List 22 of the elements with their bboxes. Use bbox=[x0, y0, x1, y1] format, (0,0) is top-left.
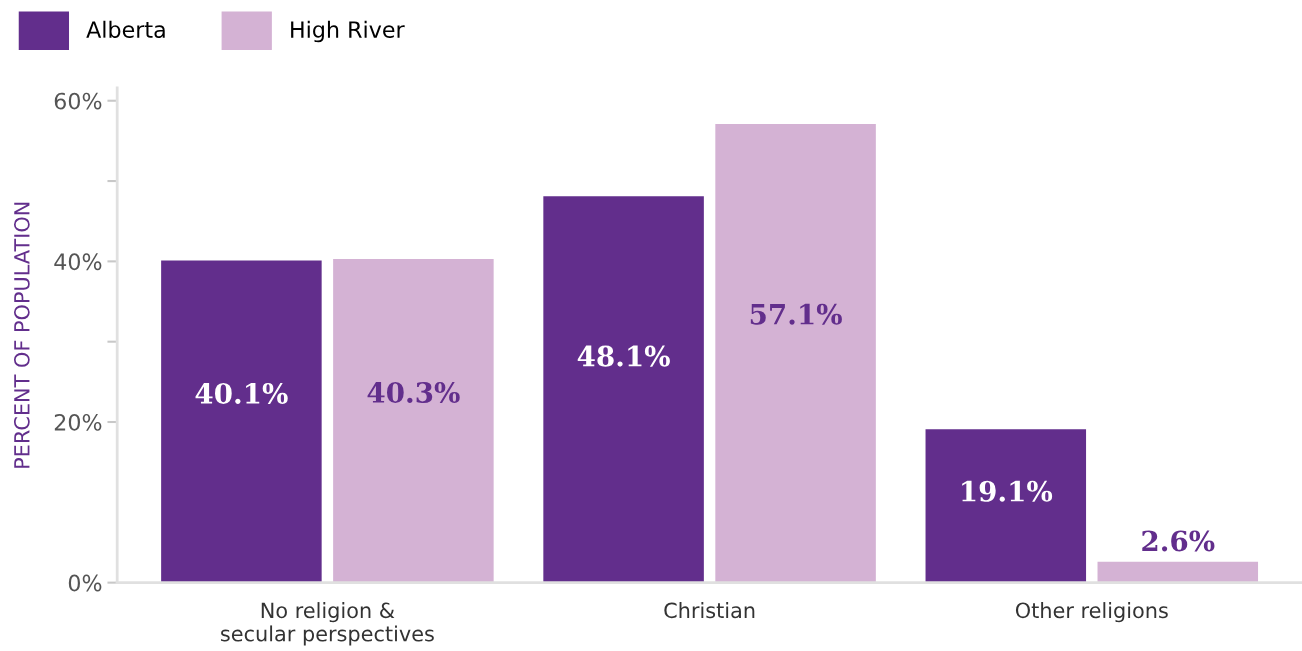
x-tick-label: Christian bbox=[664, 602, 755, 619]
y-tick-label: 20% bbox=[54, 413, 102, 431]
y-tick-label: 40% bbox=[54, 253, 102, 271]
bar bbox=[543, 196, 704, 583]
bar bbox=[161, 260, 322, 583]
x-tick-label: No religion & secular perspectives bbox=[221, 602, 434, 646]
bar bbox=[333, 258, 494, 583]
legend-label: Alberta bbox=[86, 20, 165, 38]
data-label: 2.6% bbox=[1142, 530, 1215, 552]
x-tick-label: Other religions bbox=[1015, 602, 1168, 623]
y-tick-label: 0% bbox=[68, 574, 102, 592]
data-label: 57.1% bbox=[750, 303, 842, 325]
y-tick-label: 60% bbox=[54, 92, 102, 110]
data-label: 48.1% bbox=[577, 345, 670, 367]
legend-label: High River bbox=[291, 20, 405, 43]
data-label: 40.1% bbox=[195, 382, 288, 404]
y-axis-title: PERCENT OF POPULATION bbox=[13, 202, 30, 468]
bar bbox=[925, 429, 1087, 583]
bar bbox=[715, 124, 876, 583]
data-label: 19.1% bbox=[962, 480, 1053, 502]
data-label: 40.3% bbox=[367, 381, 460, 403]
bar bbox=[1097, 561, 1259, 583]
